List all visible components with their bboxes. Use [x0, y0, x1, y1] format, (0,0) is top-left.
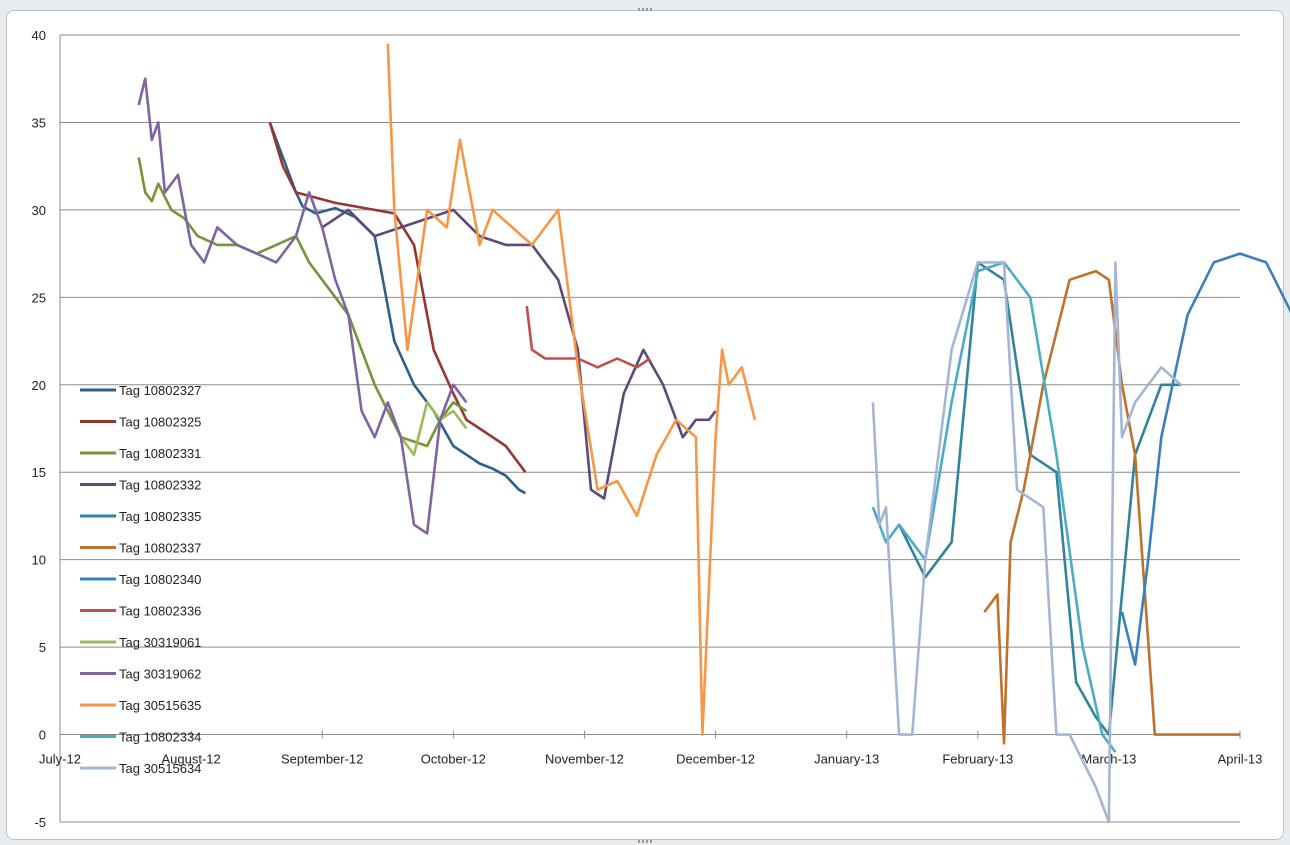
x-tick-label: July-12: [39, 752, 81, 767]
x-tick-label: February-13: [942, 752, 1013, 767]
series-line: [871, 261, 1117, 753]
x-tick-label: October-12: [421, 752, 486, 767]
x-axis: July-12 August-12 September-12 October-12 No…: [39, 730, 1263, 767]
x-tick-label: December-12: [676, 752, 755, 767]
x-tick-label: September-12: [281, 752, 363, 767]
series-line: [871, 261, 1182, 824]
x-tick-label: April-13: [1218, 752, 1263, 767]
series-line: [268, 121, 527, 495]
grid-lines: [60, 34, 1240, 823]
y-tick-label: 5: [39, 640, 46, 655]
legend: Tag 10802327 Tag 10802325 Tag 10802331 Tag …: [80, 383, 201, 776]
legend-label: Tag 10802327: [119, 383, 201, 398]
y-tick-label: 40: [32, 28, 46, 43]
bottom-resize-grip[interactable]: [638, 840, 652, 843]
y-tick-label: 30: [32, 203, 46, 218]
legend-label: Tag 30515635: [119, 698, 201, 713]
top-resize-grip[interactable]: [638, 8, 652, 11]
legend-label: Tag 30515634: [119, 761, 201, 776]
legend-label: Tag 10802331: [119, 446, 201, 461]
legend-label: Tag 10802337: [119, 541, 201, 556]
x-tick-label: August-12: [161, 752, 220, 767]
x-tick-label: November-12: [545, 752, 624, 767]
y-tick-label: -5: [34, 815, 46, 830]
series-line: [137, 77, 468, 535]
legend-label: Tag 10802332: [119, 478, 201, 493]
series-line: [1120, 252, 1290, 666]
legend-label: Tag 10802334: [119, 730, 201, 745]
y-tick-label: 35: [32, 115, 46, 130]
y-axis: -5 0 5 10 15 20 25 30 35 40: [32, 28, 61, 830]
y-tick-label: 25: [32, 290, 46, 305]
series-line: [525, 305, 651, 369]
series-line: [983, 269, 1240, 745]
y-tick-label: 10: [32, 553, 46, 568]
legend-label: Tag 30319061: [119, 635, 201, 650]
legend-label: Tag 10802340: [119, 572, 201, 587]
plot-area: [137, 43, 1290, 824]
y-tick-label: 20: [32, 378, 46, 393]
series-line: [137, 157, 468, 448]
legend-label: Tag 10802325: [119, 415, 201, 430]
y-tick-label: 0: [39, 728, 46, 743]
legend-label: Tag 30319062: [119, 667, 201, 682]
series-line: [399, 400, 468, 457]
chart-frame: [6, 10, 1284, 840]
y-tick-label: 15: [32, 465, 46, 480]
legend-label: Tag 10802336: [119, 604, 201, 619]
series-line: [321, 208, 717, 500]
x-tick-label: January-13: [814, 752, 879, 767]
legend-label: Tag 10802335: [119, 509, 201, 524]
series-line: [897, 261, 1181, 736]
series-line: [386, 43, 757, 736]
